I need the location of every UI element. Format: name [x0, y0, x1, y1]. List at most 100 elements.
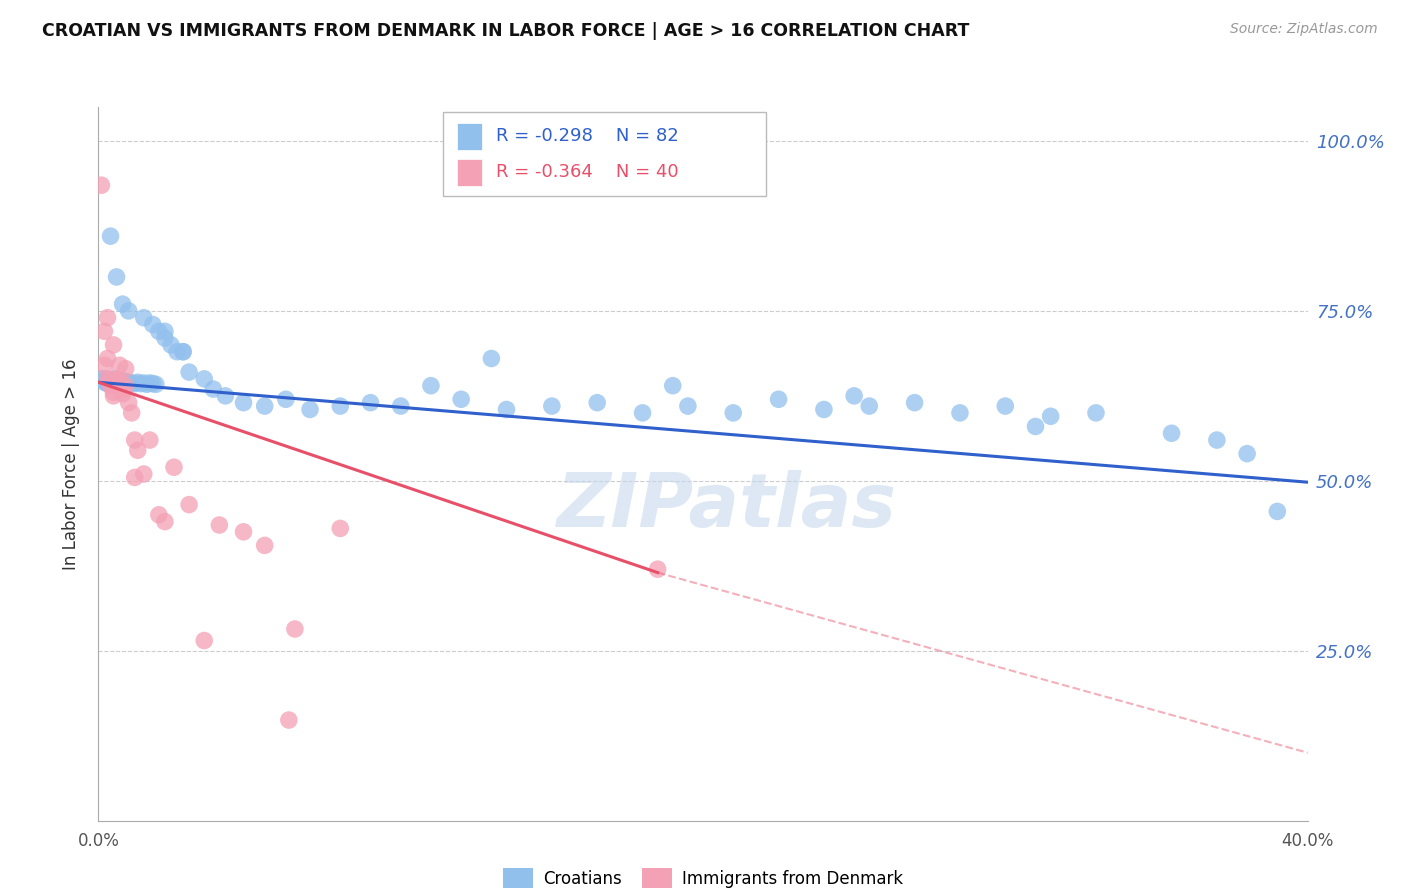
Point: [118, 395, 141, 409]
Point: [90, 372, 112, 386]
Point: [132, 376, 155, 390]
Point: [949, 406, 972, 420]
Point: [100, 375, 122, 389]
Point: [768, 392, 790, 407]
Point: [148, 324, 170, 338]
Point: [450, 392, 472, 407]
Point: [723, 406, 745, 420]
Point: [994, 399, 1017, 413]
Point: [124, 470, 146, 484]
Point: [844, 389, 866, 403]
Point: [96, 351, 118, 366]
Point: [153, 515, 176, 529]
Point: [93, 359, 115, 373]
Point: [232, 395, 254, 409]
Text: R = -0.364    N = 40: R = -0.364 N = 40: [496, 163, 679, 181]
Point: [193, 372, 215, 386]
Point: [495, 402, 517, 417]
Point: [904, 395, 927, 409]
Point: [108, 359, 131, 373]
Point: [111, 297, 134, 311]
Point: [108, 373, 131, 387]
Y-axis label: In Labor Force | Age > 16: In Labor Force | Age > 16: [62, 358, 80, 570]
Point: [1024, 419, 1046, 434]
Point: [662, 378, 685, 392]
Point: [100, 373, 122, 387]
Point: [105, 372, 128, 386]
Point: [179, 498, 201, 512]
Point: [153, 324, 176, 338]
Point: [135, 377, 157, 392]
Point: [253, 399, 276, 413]
Point: [121, 406, 143, 420]
Point: [90, 178, 112, 193]
Point: [389, 399, 412, 413]
Point: [121, 376, 143, 390]
Point: [148, 508, 170, 522]
Point: [208, 518, 231, 533]
Point: [105, 269, 128, 284]
Point: [114, 376, 136, 391]
Point: [1085, 406, 1108, 420]
Point: [253, 538, 276, 552]
Point: [1039, 409, 1062, 424]
Point: [179, 365, 201, 379]
Point: [111, 374, 134, 388]
Point: [193, 633, 215, 648]
Point: [114, 361, 136, 376]
Point: [132, 467, 155, 481]
Point: [360, 395, 382, 409]
Point: [100, 373, 122, 387]
Point: [93, 324, 115, 338]
Point: [1267, 504, 1289, 518]
Point: [676, 399, 699, 413]
Point: [329, 399, 352, 413]
Point: [93, 376, 115, 390]
Point: [108, 380, 131, 394]
Legend: Croatians, Immigrants from Denmark: Croatians, Immigrants from Denmark: [496, 862, 910, 892]
Point: [100, 229, 122, 244]
Point: [172, 344, 194, 359]
Point: [163, 460, 186, 475]
Point: [108, 377, 131, 392]
Point: [111, 382, 134, 396]
Point: [274, 392, 297, 407]
Point: [118, 304, 141, 318]
Point: [1236, 447, 1258, 461]
Point: [96, 310, 118, 325]
Point: [1206, 433, 1229, 447]
Point: [108, 376, 131, 390]
Point: [103, 338, 125, 352]
Point: [1160, 426, 1182, 441]
Point: [813, 402, 835, 417]
Point: [329, 521, 352, 535]
Text: Source: ZipAtlas.com: Source: ZipAtlas.com: [1230, 22, 1378, 37]
Point: [160, 338, 183, 352]
Point: [103, 389, 125, 403]
Point: [129, 376, 152, 391]
Point: [105, 374, 128, 388]
Point: [127, 376, 149, 390]
Point: [299, 402, 322, 417]
Point: [96, 373, 118, 387]
Point: [103, 376, 125, 390]
Point: [93, 372, 115, 386]
Point: [145, 377, 167, 392]
Point: [420, 378, 443, 392]
Point: [124, 376, 146, 391]
Text: CROATIAN VS IMMIGRANTS FROM DENMARK IN LABOR FORCE | AGE > 16 CORRELATION CHART: CROATIAN VS IMMIGRANTS FROM DENMARK IN L…: [42, 22, 970, 40]
Point: [105, 376, 128, 390]
Point: [124, 433, 146, 447]
Point: [114, 378, 136, 392]
Point: [118, 376, 141, 390]
Point: [96, 372, 118, 386]
Point: [118, 377, 141, 392]
Point: [481, 351, 503, 366]
Point: [139, 376, 162, 390]
Text: ZIPatlas: ZIPatlas: [557, 470, 897, 543]
Point: [111, 377, 134, 392]
Point: [111, 376, 134, 390]
Point: [153, 331, 176, 345]
Point: [103, 376, 125, 390]
Point: [858, 399, 880, 413]
